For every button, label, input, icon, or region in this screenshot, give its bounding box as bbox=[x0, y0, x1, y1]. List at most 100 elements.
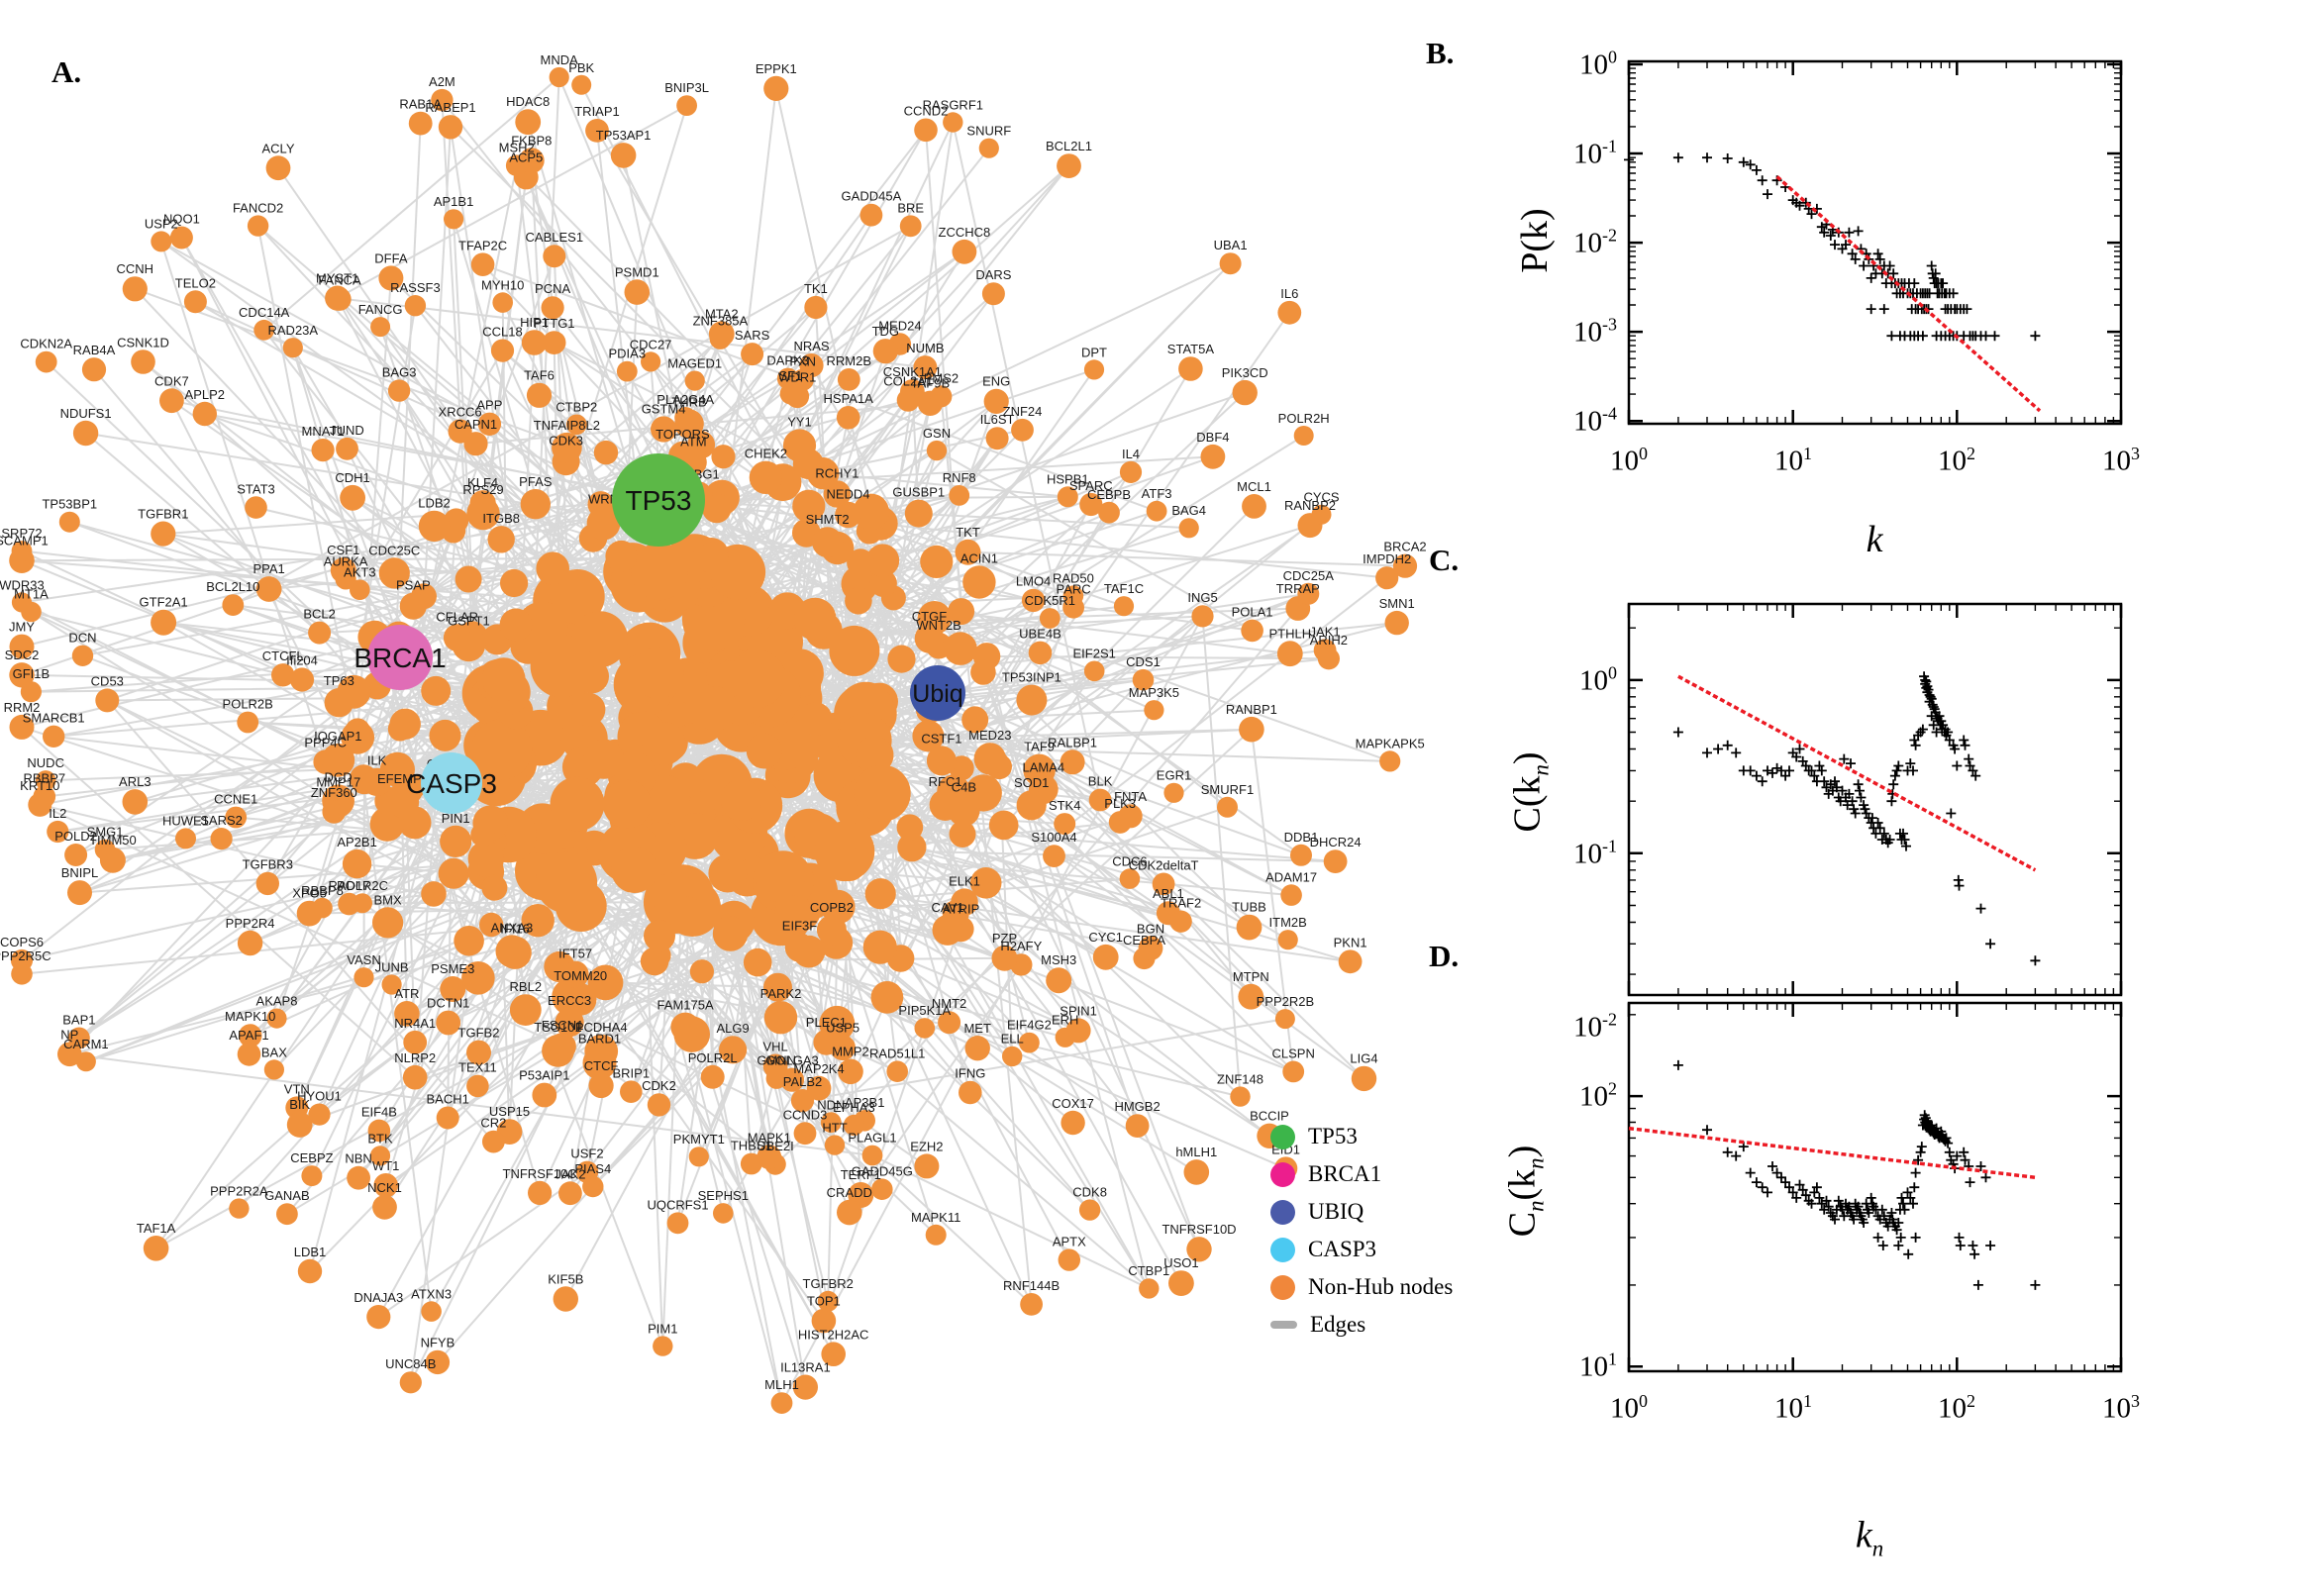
node-label: RAD17 bbox=[329, 878, 370, 893]
node-label: CYCS bbox=[1303, 490, 1339, 505]
non-hub-node bbox=[938, 1011, 961, 1035]
node-label: CDC25A bbox=[1283, 568, 1335, 583]
node-label: NBN bbox=[345, 1151, 371, 1166]
non-hub-node bbox=[381, 974, 402, 995]
non-hub-node bbox=[583, 739, 624, 779]
node-label: SRP72 bbox=[1, 526, 42, 541]
node-label: TOMM20 bbox=[554, 968, 607, 983]
non-hub-node bbox=[131, 349, 155, 374]
node-label: SARS bbox=[735, 328, 770, 343]
non-hub-node bbox=[9, 634, 35, 659]
fit-line-c bbox=[1677, 674, 2037, 872]
non-hub-node bbox=[402, 1064, 428, 1090]
non-hub-node bbox=[21, 601, 42, 623]
non-hub-node bbox=[237, 930, 263, 956]
node-label: H2AFY bbox=[1000, 939, 1042, 953]
legend-item-ubiq: UBIQ bbox=[1270, 1197, 1364, 1227]
non-hub-node bbox=[973, 743, 1006, 775]
node-label: ING5 bbox=[1187, 590, 1217, 605]
node-label: EPPK1 bbox=[756, 61, 797, 76]
non-hub-node bbox=[1242, 494, 1266, 519]
node-label: RALBP1 bbox=[1048, 735, 1097, 749]
non-hub-node bbox=[289, 667, 315, 692]
node-label: MMP2 bbox=[832, 1045, 869, 1059]
non-hub-node bbox=[566, 414, 587, 436]
non-hub-node bbox=[674, 407, 697, 429]
non-hub-node bbox=[1088, 788, 1112, 812]
node-label: PKMYT1 bbox=[673, 1132, 725, 1147]
node-label: GFI1B bbox=[13, 666, 50, 681]
plot-b-ylabel: P(k) bbox=[1514, 208, 1556, 273]
node-label: IL6 bbox=[1280, 286, 1298, 301]
legend-item-label: CASP3 bbox=[1308, 1237, 1377, 1261]
plot-b-y-tick-label: 10-4 bbox=[1573, 403, 1617, 438]
non-hub-node bbox=[245, 496, 267, 519]
plot-d-x-tick-label: 102 bbox=[1938, 1391, 1975, 1425]
non-hub-node bbox=[1079, 492, 1103, 517]
non-hub-node bbox=[271, 663, 295, 687]
non-hub-node bbox=[151, 231, 172, 252]
non-hub-node bbox=[1232, 379, 1258, 406]
node-label: VTN bbox=[284, 1081, 310, 1096]
node-label: CTCF bbox=[584, 1058, 619, 1073]
node-label: DCN bbox=[68, 631, 96, 646]
node-label: APP bbox=[476, 398, 502, 413]
node-label: APTX bbox=[1053, 1234, 1086, 1248]
non-hub-node bbox=[520, 489, 551, 520]
node-label: EGR1 bbox=[1157, 768, 1191, 783]
non-hub-node bbox=[1065, 1018, 1091, 1044]
node-label: HUWE1 bbox=[162, 813, 209, 828]
node-label: TAF6 bbox=[524, 368, 555, 383]
non-hub-node bbox=[1317, 648, 1340, 670]
panel-c-label: C. bbox=[1429, 543, 1460, 577]
node-label: RANBP1 bbox=[1226, 702, 1277, 717]
node-label: HSPB1 bbox=[1047, 471, 1089, 486]
node-label: CEBPA bbox=[1123, 933, 1165, 948]
non-hub-node bbox=[47, 820, 69, 844]
node-label: CFLAR bbox=[436, 609, 478, 624]
non-hub-node bbox=[151, 609, 177, 636]
node-label: EPHA3 bbox=[833, 1100, 875, 1115]
non-hub-node bbox=[792, 489, 826, 523]
node-label: LMO4 bbox=[1016, 574, 1051, 589]
non-hub-node bbox=[470, 252, 495, 276]
node-label: COX17 bbox=[1052, 1096, 1094, 1111]
non-hub-node bbox=[816, 915, 847, 946]
node-label: MAPK10 bbox=[225, 1009, 275, 1024]
node-label: BGN bbox=[1137, 921, 1164, 936]
non-hub-node bbox=[837, 1199, 862, 1226]
non-hub-node bbox=[28, 792, 52, 817]
non-hub-node bbox=[440, 825, 472, 858]
legend-dot-swatch bbox=[1270, 1124, 1295, 1149]
node-label: CAPN1 bbox=[454, 417, 497, 432]
non-hub-node bbox=[823, 480, 852, 508]
non-hub-node bbox=[792, 1374, 819, 1400]
non-hub-node bbox=[408, 111, 433, 136]
non-hub-node bbox=[948, 598, 975, 626]
non-hub-node bbox=[1239, 716, 1264, 743]
node-label: IQGAP1 bbox=[314, 729, 361, 744]
node-label: WDR1 bbox=[778, 369, 816, 384]
node-label: CDC6 bbox=[1112, 853, 1147, 868]
non-hub-node bbox=[571, 692, 606, 727]
node-label: CDS1 bbox=[1126, 654, 1161, 669]
non-hub-node bbox=[779, 1067, 805, 1092]
node-label: CCND2 bbox=[904, 104, 949, 119]
node-label: JMY bbox=[9, 620, 35, 635]
node-label: TGFBR3 bbox=[243, 857, 293, 872]
non-hub-node bbox=[711, 445, 736, 469]
non-hub-node bbox=[338, 892, 360, 916]
legend-edge-swatch bbox=[1270, 1321, 1297, 1329]
non-hub-node bbox=[143, 1236, 169, 1261]
non-hub-node bbox=[914, 624, 945, 653]
node-label: GTF2A1 bbox=[140, 595, 188, 610]
node-label: PSME3 bbox=[431, 961, 474, 976]
node-label: PCNA bbox=[535, 281, 570, 296]
node-label: DARS bbox=[975, 267, 1011, 282]
node-label: HTT bbox=[822, 1120, 847, 1135]
non-hub-node bbox=[518, 148, 545, 174]
node-label: YY1 bbox=[787, 414, 812, 429]
node-label: RABEP1 bbox=[425, 100, 475, 115]
node-label: USP5 bbox=[826, 1020, 859, 1035]
node-label: BACH1 bbox=[427, 1092, 469, 1107]
